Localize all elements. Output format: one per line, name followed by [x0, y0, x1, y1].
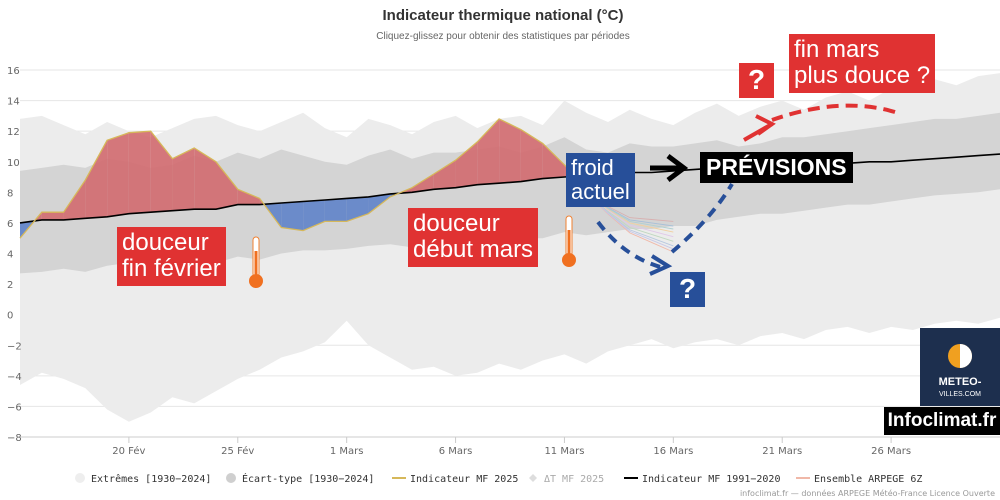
warm-anomaly-area: [412, 173, 434, 193]
question-mark-blue: ?: [670, 272, 706, 307]
question-mark-red: ?: [739, 63, 775, 98]
y-tick-label: 8: [7, 188, 13, 199]
meteo-villes-logo: METEO- VILLES.COM: [920, 328, 1000, 406]
x-tick-label: 16 Mars: [653, 446, 693, 457]
x-tick-label: 20 Fév: [112, 445, 145, 457]
chart-legend[interactable]: Extrêmes [1930−2024] Écart-type [1930−202…: [75, 472, 922, 485]
warm-anomaly-area: [172, 147, 195, 211]
arrow-head-black: [666, 154, 689, 182]
warm-anomaly-area: [128, 131, 151, 214]
y-tick-label: 6: [7, 219, 13, 230]
warm-anomaly-area: [433, 160, 456, 190]
annotation-douceur-fevrier: douceur fin février: [117, 227, 226, 286]
annotation-fin-mars: fin mars plus douce ?: [789, 34, 936, 93]
cold-anomaly-area: [281, 201, 304, 231]
warm-anomaly-area: [41, 212, 64, 220]
data-credit: infoclimat.fr — données ARPEGE Météo-Fra…: [740, 488, 995, 498]
x-tick-label: 21 Mars: [762, 446, 802, 457]
warm-anomaly-area: [63, 180, 86, 220]
thermometer-icon: [249, 236, 263, 288]
y-tick-label: 14: [7, 97, 20, 108]
x-tick-label: 11 Mars: [544, 446, 584, 457]
warm-anomaly-area: [499, 118, 521, 184]
annotation-arrows: [249, 103, 896, 288]
y-tick-label: 0: [7, 311, 13, 322]
y-tick-label: −4: [7, 372, 22, 383]
arrow-head-blue-down: [649, 254, 673, 276]
arrow-red-tail: [743, 122, 773, 142]
legend-item-label: Indicateur MF 2025: [410, 474, 518, 485]
arrow-froid-down: [596, 220, 665, 270]
y-tick-label: 12: [7, 127, 20, 138]
legend-item-label: Extrêmes [1930−2024]: [91, 473, 211, 485]
warm-anomaly-area: [150, 131, 173, 213]
warm-anomaly-area: [455, 141, 478, 188]
legend-item-label: ΔT MF 2025: [544, 474, 604, 485]
warm-anomaly-area: [85, 140, 108, 219]
cold-anomaly-area: [303, 199, 325, 231]
legend-symbol: [226, 473, 236, 483]
chart-subtitle: Cliquez-glissez pour obtenir des statist…: [376, 31, 629, 42]
warm-anomaly-area: [237, 189, 260, 205]
y-tick-label: −6: [7, 402, 22, 413]
y-tick-label: 10: [7, 158, 20, 169]
legend-symbol: [529, 474, 537, 482]
y-tick-label: −2: [7, 341, 22, 352]
infoclimat-logo: Infoclimat.fr: [884, 407, 1000, 435]
x-tick-label: 26 Mars: [871, 446, 911, 457]
y-tick-label: 2: [7, 280, 13, 291]
legend-item-label: Indicateur MF 1991−2020: [642, 474, 780, 485]
warm-anomaly-area: [216, 161, 238, 210]
cold-anomaly-area: [324, 198, 347, 222]
thermometer-bulb: [562, 253, 576, 267]
thermometer-bulb: [249, 274, 263, 288]
legend-item-label: Ensemble ARPEGE 6Z: [814, 474, 922, 485]
thermometer-icon: [562, 215, 576, 267]
legend-item-label: Écart-type [1930−2024]: [242, 472, 374, 485]
annotation-froid-actuel: froid actuel: [566, 153, 635, 208]
chart-title: Indicateur thermique national (°C): [382, 7, 623, 24]
thermometer-level: [254, 251, 258, 279]
annotation-douceur-mars: douceur début mars: [408, 208, 539, 267]
warm-anomaly-area: [477, 118, 500, 185]
anomaly-fill: [20, 118, 587, 239]
arrow-red-dashed: [771, 103, 896, 122]
thermometer-level: [567, 230, 571, 258]
indicateur-2025-line: [19, 118, 587, 239]
svg-text:METEO-: METEO-: [939, 376, 982, 388]
warm-anomaly-area: [520, 129, 543, 182]
x-tick-label: 25 Fév: [221, 445, 254, 457]
warm-anomaly-area: [194, 147, 216, 210]
y-tick-label: 4: [7, 250, 13, 261]
annotation-previsions: PRÉVISIONS: [700, 152, 853, 184]
legend-symbol: [75, 473, 85, 483]
svg-text:VILLES.COM: VILLES.COM: [939, 391, 981, 398]
x-tick-label: 1 Mars: [330, 446, 364, 457]
warm-anomaly-area: [107, 132, 129, 217]
x-tick-label: 6 Mars: [439, 446, 473, 457]
warm-anomaly-area: [542, 143, 565, 179]
x-axis-labels: 20 Fév 25 Fév 1 Mars 6 Mars 11 Mars 16 Mars 21…: [20, 436, 1000, 457]
y-tick-label: −8: [7, 433, 22, 444]
y-tick-label: 16: [7, 66, 20, 77]
y-axis-labels: 16 14 12 10 8 6 4 2 0 −2 −4 −6 −8: [7, 66, 22, 444]
